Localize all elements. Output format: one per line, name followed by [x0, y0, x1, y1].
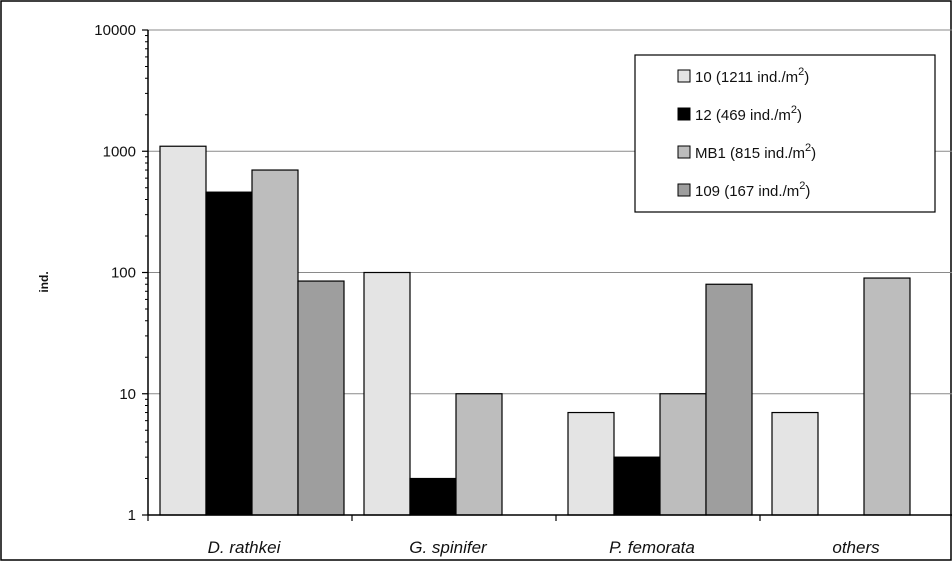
bar-2-2	[659, 393, 707, 516]
x-tick-label: P. femorata	[609, 538, 695, 557]
bar-2-0	[251, 169, 299, 516]
bar-1-0	[205, 191, 253, 516]
bar-3-2	[705, 283, 753, 516]
legend-swatch	[677, 183, 691, 197]
bar-1-2	[613, 456, 661, 516]
legend-swatch	[677, 145, 691, 159]
legend-label: MB1 (815 ind./m2)	[695, 142, 816, 162]
y-tick-label: 10	[119, 386, 136, 403]
bar-1-1	[409, 477, 457, 516]
bar-3-0	[297, 280, 345, 516]
y-tick-label: 10000	[94, 22, 136, 39]
legend-swatch	[677, 107, 691, 121]
y-axis-label: ind.	[37, 271, 51, 292]
x-tick-label: D. rathkei	[208, 538, 282, 557]
y-tick-label: 100	[111, 265, 136, 282]
bar-0-2	[567, 411, 615, 516]
x-tick-label: others	[832, 538, 880, 557]
y-tick-label: 1000	[103, 143, 136, 160]
legend-label: 12 (469 ind./m2)	[695, 104, 802, 124]
bar-0-1	[363, 271, 411, 516]
x-tick-label: G. spinifer	[409, 538, 488, 557]
legend-label: 109 (167 ind./m2)	[695, 180, 810, 200]
legend-label: 10 (1211 ind./m2)	[695, 66, 809, 86]
bar-2-3	[863, 277, 911, 516]
legend-swatch	[677, 69, 691, 83]
bar-0-3	[771, 411, 819, 516]
bar-0-0	[159, 145, 207, 516]
bar-2-1	[455, 393, 503, 516]
y-tick-label: 1	[128, 507, 136, 524]
